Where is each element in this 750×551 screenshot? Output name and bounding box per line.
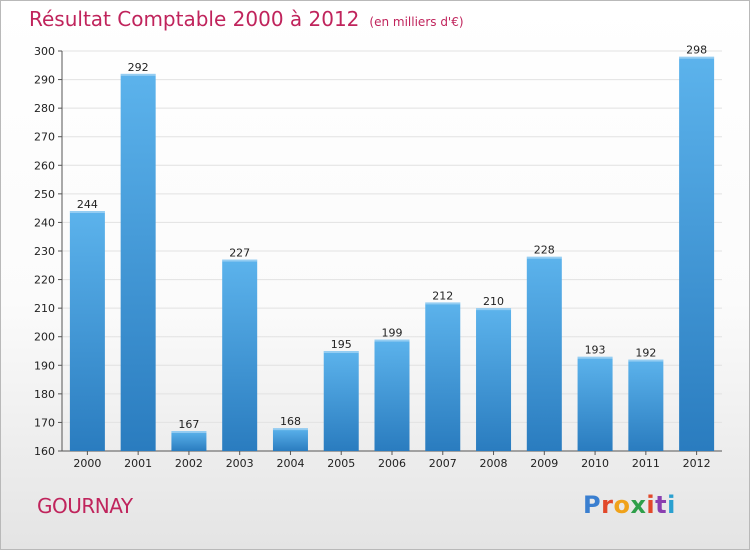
title-text: Résultat Comptable 2000 à 2012 <box>29 7 360 31</box>
y-tick-label: 180 <box>34 388 55 401</box>
y-tick-label: 230 <box>34 245 55 258</box>
chart-title: Résultat Comptable 2000 à 2012 (en millie… <box>29 7 464 31</box>
bar-2011 <box>628 359 664 451</box>
bar-2002 <box>171 431 207 451</box>
value-label: 192 <box>635 347 656 360</box>
bar-highlight <box>628 359 664 362</box>
bar-2008 <box>476 308 512 451</box>
y-tick-label: 220 <box>34 274 55 287</box>
value-label: 167 <box>178 418 199 431</box>
x-tick-label: 2011 <box>632 457 660 470</box>
x-tick-label: 2004 <box>276 457 304 470</box>
brand-letter: r <box>601 491 614 519</box>
title-unit: (en milliers d'€) <box>369 15 464 29</box>
value-label: 227 <box>229 247 250 260</box>
y-tick-label: 210 <box>34 302 55 315</box>
data-labels: 244 292 167 227 168 195 199 212 210 228 193 192 298 <box>77 44 707 431</box>
brand-letter: i <box>667 491 676 519</box>
bar-2003 <box>222 259 258 451</box>
value-label: 244 <box>77 198 98 211</box>
value-label: 168 <box>280 415 301 428</box>
bar-highlight <box>69 211 105 213</box>
value-label: 210 <box>483 295 504 308</box>
value-label: 199 <box>382 327 403 340</box>
x-tick-label: 2000 <box>73 457 101 470</box>
brand-letter: o <box>613 491 631 519</box>
value-label: 292 <box>128 61 149 74</box>
brand-letter: P <box>583 491 602 519</box>
y-tick-label: 190 <box>34 359 55 372</box>
brand-letter: x <box>630 491 647 519</box>
value-label: 195 <box>331 338 352 351</box>
y-tick-label: 200 <box>34 331 55 344</box>
value-label: 228 <box>534 244 555 257</box>
value-label: 212 <box>432 289 453 302</box>
bar-highlight <box>374 339 410 342</box>
value-label: 298 <box>686 44 707 57</box>
bar-2007 <box>425 302 461 451</box>
bar-2009 <box>526 256 562 451</box>
y-tick-label: 250 <box>34 188 55 201</box>
bar-highlight <box>679 56 715 59</box>
brand-logo: Proxiti <box>583 491 676 519</box>
bar-2006 <box>374 339 410 451</box>
y-tick-label: 260 <box>34 159 55 172</box>
y-tick-label: 170 <box>34 416 55 429</box>
bar-highlight <box>222 259 258 262</box>
x-tick-label: 2002 <box>175 457 203 470</box>
y-tick-label: 240 <box>34 216 55 229</box>
bar-highlight <box>171 431 207 433</box>
x-tick-label: 2007 <box>429 457 457 470</box>
bar-highlight <box>323 351 359 353</box>
bar-highlight <box>577 356 613 359</box>
bar-highlight <box>476 308 512 311</box>
brand-letter: t <box>655 491 668 519</box>
bar-highlight <box>425 302 461 305</box>
y-tick-label: 270 <box>34 131 55 144</box>
x-tick-label: 2008 <box>480 457 508 470</box>
bar-2004 <box>272 428 308 451</box>
bar-highlight <box>120 73 156 76</box>
y-tick-label: 290 <box>34 74 55 87</box>
bar-2012 <box>679 56 715 451</box>
x-tick-label: 2001 <box>124 457 152 470</box>
x-tick-label: 2006 <box>378 457 406 470</box>
bar-2000 <box>69 211 105 451</box>
y-tick-label: 160 <box>34 445 55 458</box>
y-tick-label: 300 <box>34 45 55 58</box>
y-tick-label: 280 <box>34 102 55 115</box>
x-tick-label: 2005 <box>327 457 355 470</box>
bar-2001 <box>120 73 156 451</box>
x-tick-label: 2012 <box>683 457 711 470</box>
bar-highlight <box>526 256 562 259</box>
x-tick-label: 2003 <box>226 457 254 470</box>
bars <box>69 56 715 451</box>
x-tick-label: 2009 <box>530 457 558 470</box>
brand-letter: i <box>646 491 656 519</box>
value-label: 193 <box>585 344 606 357</box>
bar-highlight <box>272 428 308 431</box>
x-tick-label: 2010 <box>581 457 609 470</box>
bar-2005 <box>323 351 359 451</box>
place-name: GOURNAY <box>37 494 133 518</box>
bar-2010 <box>577 356 613 451</box>
